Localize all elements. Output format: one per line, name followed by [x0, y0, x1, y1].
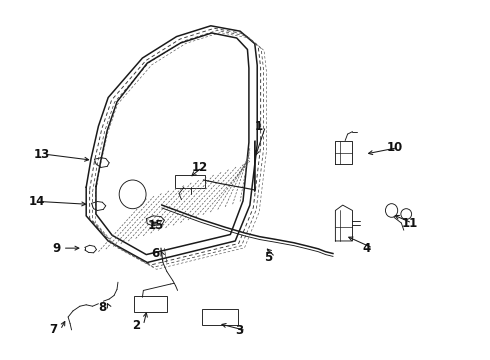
Text: 11: 11	[401, 216, 417, 230]
Text: 4: 4	[362, 242, 370, 255]
Text: 15: 15	[147, 219, 164, 233]
Text: 1: 1	[255, 120, 263, 133]
Text: 8: 8	[98, 301, 107, 314]
Text: 2: 2	[133, 319, 141, 332]
Text: 12: 12	[191, 161, 207, 174]
Text: 6: 6	[151, 247, 159, 260]
Text: 13: 13	[34, 148, 50, 161]
Text: 5: 5	[265, 251, 273, 264]
Text: 14: 14	[29, 195, 46, 208]
Text: 3: 3	[235, 324, 244, 337]
Text: 7: 7	[49, 323, 58, 336]
Text: 10: 10	[387, 141, 403, 154]
Text: 9: 9	[52, 242, 60, 255]
